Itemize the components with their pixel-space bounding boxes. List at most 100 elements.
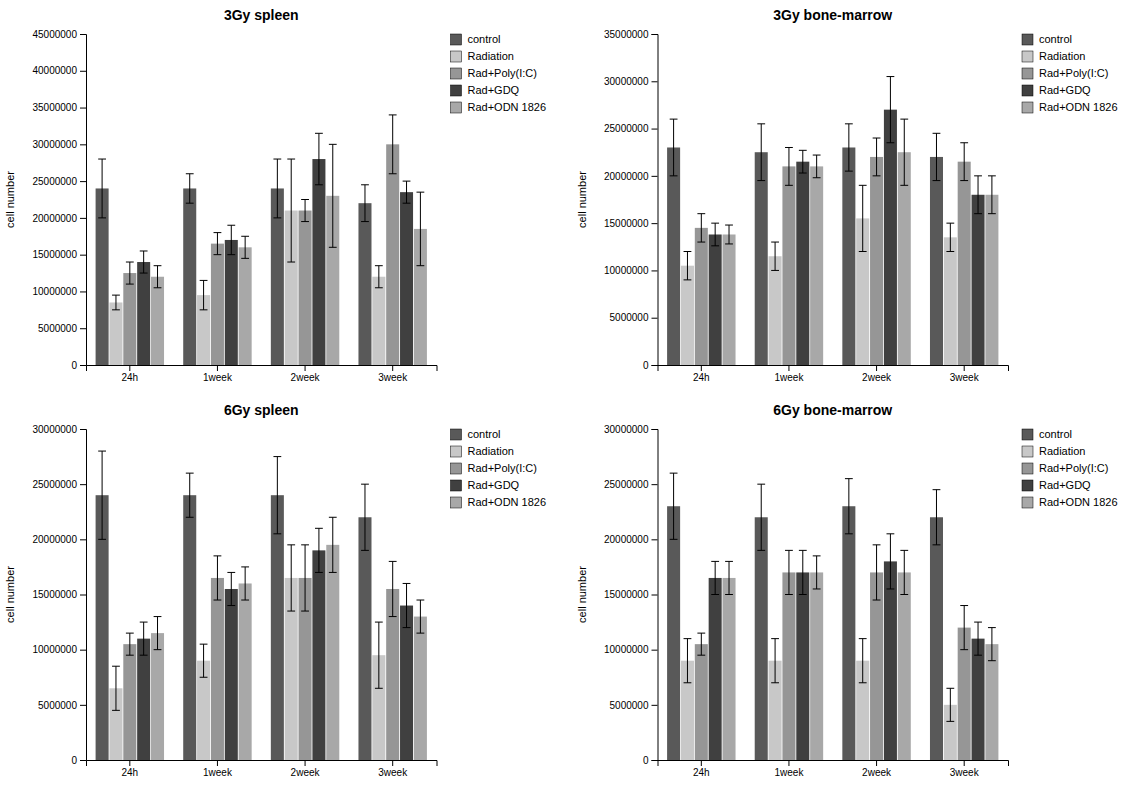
tick-label: 15000000	[604, 589, 649, 600]
error-bar	[227, 225, 235, 254]
series	[667, 119, 943, 365]
tick-label: 25000000	[33, 176, 78, 187]
error-bar	[900, 550, 908, 594]
legend-swatch	[451, 51, 462, 62]
y-axis-label: cell number	[4, 171, 16, 228]
y-axis: 0500000010000000150000002000000025000000…	[33, 424, 87, 766]
error-bar	[273, 159, 281, 218]
error-bar	[416, 192, 424, 266]
bar	[972, 195, 985, 365]
bar	[930, 517, 943, 760]
error-bar	[329, 517, 337, 572]
error-bar	[785, 147, 793, 185]
y-tick: 25000000	[604, 479, 658, 490]
tick-mark	[80, 255, 86, 256]
error-bar	[799, 150, 807, 173]
error-bar	[154, 617, 162, 650]
y-tick: 25000000	[33, 479, 87, 490]
legend-label: Radiation	[468, 50, 514, 62]
tick-mark	[80, 650, 86, 651]
bar	[958, 162, 971, 365]
y-tick: 20000000	[604, 534, 658, 545]
y-axis: 0500000010000000150000002000000025000000…	[604, 29, 658, 371]
bar	[884, 561, 897, 760]
tick-mark	[876, 760, 877, 766]
error-bar	[140, 622, 148, 655]
legend-label: Rad+Poly(I:C)	[468, 67, 537, 79]
bar	[695, 228, 708, 365]
legend-item: Radiation	[1022, 50, 1085, 62]
error-bar	[845, 124, 853, 171]
legend-swatch	[451, 68, 462, 79]
error-bar	[186, 174, 194, 203]
legend-label: Rad+Poly(I:C)	[1039, 462, 1108, 474]
error-bar	[725, 225, 733, 244]
legend-swatch	[1022, 480, 1033, 491]
series	[109, 159, 385, 365]
legend-swatch	[1022, 463, 1033, 474]
tick-mark	[80, 705, 86, 706]
legend-swatch	[1022, 497, 1033, 508]
error-bar	[98, 451, 106, 539]
series	[109, 545, 385, 760]
tick-mark	[652, 270, 658, 271]
y-tick: 0	[643, 755, 658, 766]
error-bar	[126, 633, 134, 655]
legend-label: Rad+ODN 1826	[468, 496, 547, 508]
error-bar	[933, 490, 941, 545]
tick-label: 0	[71, 755, 77, 766]
tick-mark	[652, 539, 658, 540]
series	[96, 451, 372, 760]
y-tick: 10000000	[33, 644, 87, 655]
tick-label: 5000000	[610, 700, 649, 711]
x-tick: 2week	[291, 760, 321, 778]
tick-mark	[392, 760, 393, 766]
y-tick: 20000000	[33, 534, 87, 545]
error-bar	[315, 528, 323, 572]
tick-mark	[80, 34, 86, 35]
series	[151, 144, 427, 365]
bar	[372, 277, 385, 365]
tick-label: 20000000	[604, 534, 649, 545]
legend-item: control	[451, 428, 501, 440]
tick-mark	[80, 539, 86, 540]
tick-mark	[80, 71, 86, 72]
error-bar	[711, 223, 719, 246]
tick-label: 10000000	[604, 265, 649, 276]
x-axis: 24h1week2week3week	[658, 365, 1009, 383]
series	[667, 473, 943, 760]
x-tick: 24h	[121, 760, 138, 778]
error-bar	[711, 561, 719, 594]
bar	[211, 244, 224, 365]
tick-label: 5000000	[610, 312, 649, 323]
axis-line	[87, 366, 438, 372]
panel: 24h1week2week3week0500000010000000150000…	[4, 7, 546, 383]
title: 6Gy bone-marrow	[773, 402, 892, 418]
y-tick: 5000000	[610, 312, 658, 323]
tick-mark	[80, 218, 86, 219]
tick-label: 3week	[378, 767, 408, 778]
bar	[137, 639, 150, 760]
legend-swatch	[1022, 102, 1033, 113]
tick-label: 25000000	[33, 479, 78, 490]
y-tick: 20000000	[604, 171, 658, 182]
y-tick: 30000000	[604, 76, 658, 87]
tick-mark	[652, 705, 658, 706]
bar	[358, 517, 371, 760]
bar	[930, 157, 943, 365]
tick-label: 2week	[291, 372, 321, 383]
tick-label: 25000000	[604, 123, 649, 134]
series	[123, 545, 399, 760]
tick-mark	[80, 429, 86, 430]
x-axis: 24h1week2week3week	[87, 760, 438, 778]
panel: 24h1week2week3week0500000010000000150000…	[576, 402, 1118, 778]
legend-label: Radiation	[1039, 50, 1085, 62]
bar	[870, 572, 883, 760]
tick-mark	[788, 365, 789, 371]
bar	[782, 166, 795, 365]
y-tick: 25000000	[33, 176, 87, 187]
bar	[782, 572, 795, 760]
x-tick: 24h	[693, 760, 710, 778]
legend-label: Rad+ODN 1826	[1039, 101, 1118, 113]
tick-label: 24h	[693, 767, 710, 778]
